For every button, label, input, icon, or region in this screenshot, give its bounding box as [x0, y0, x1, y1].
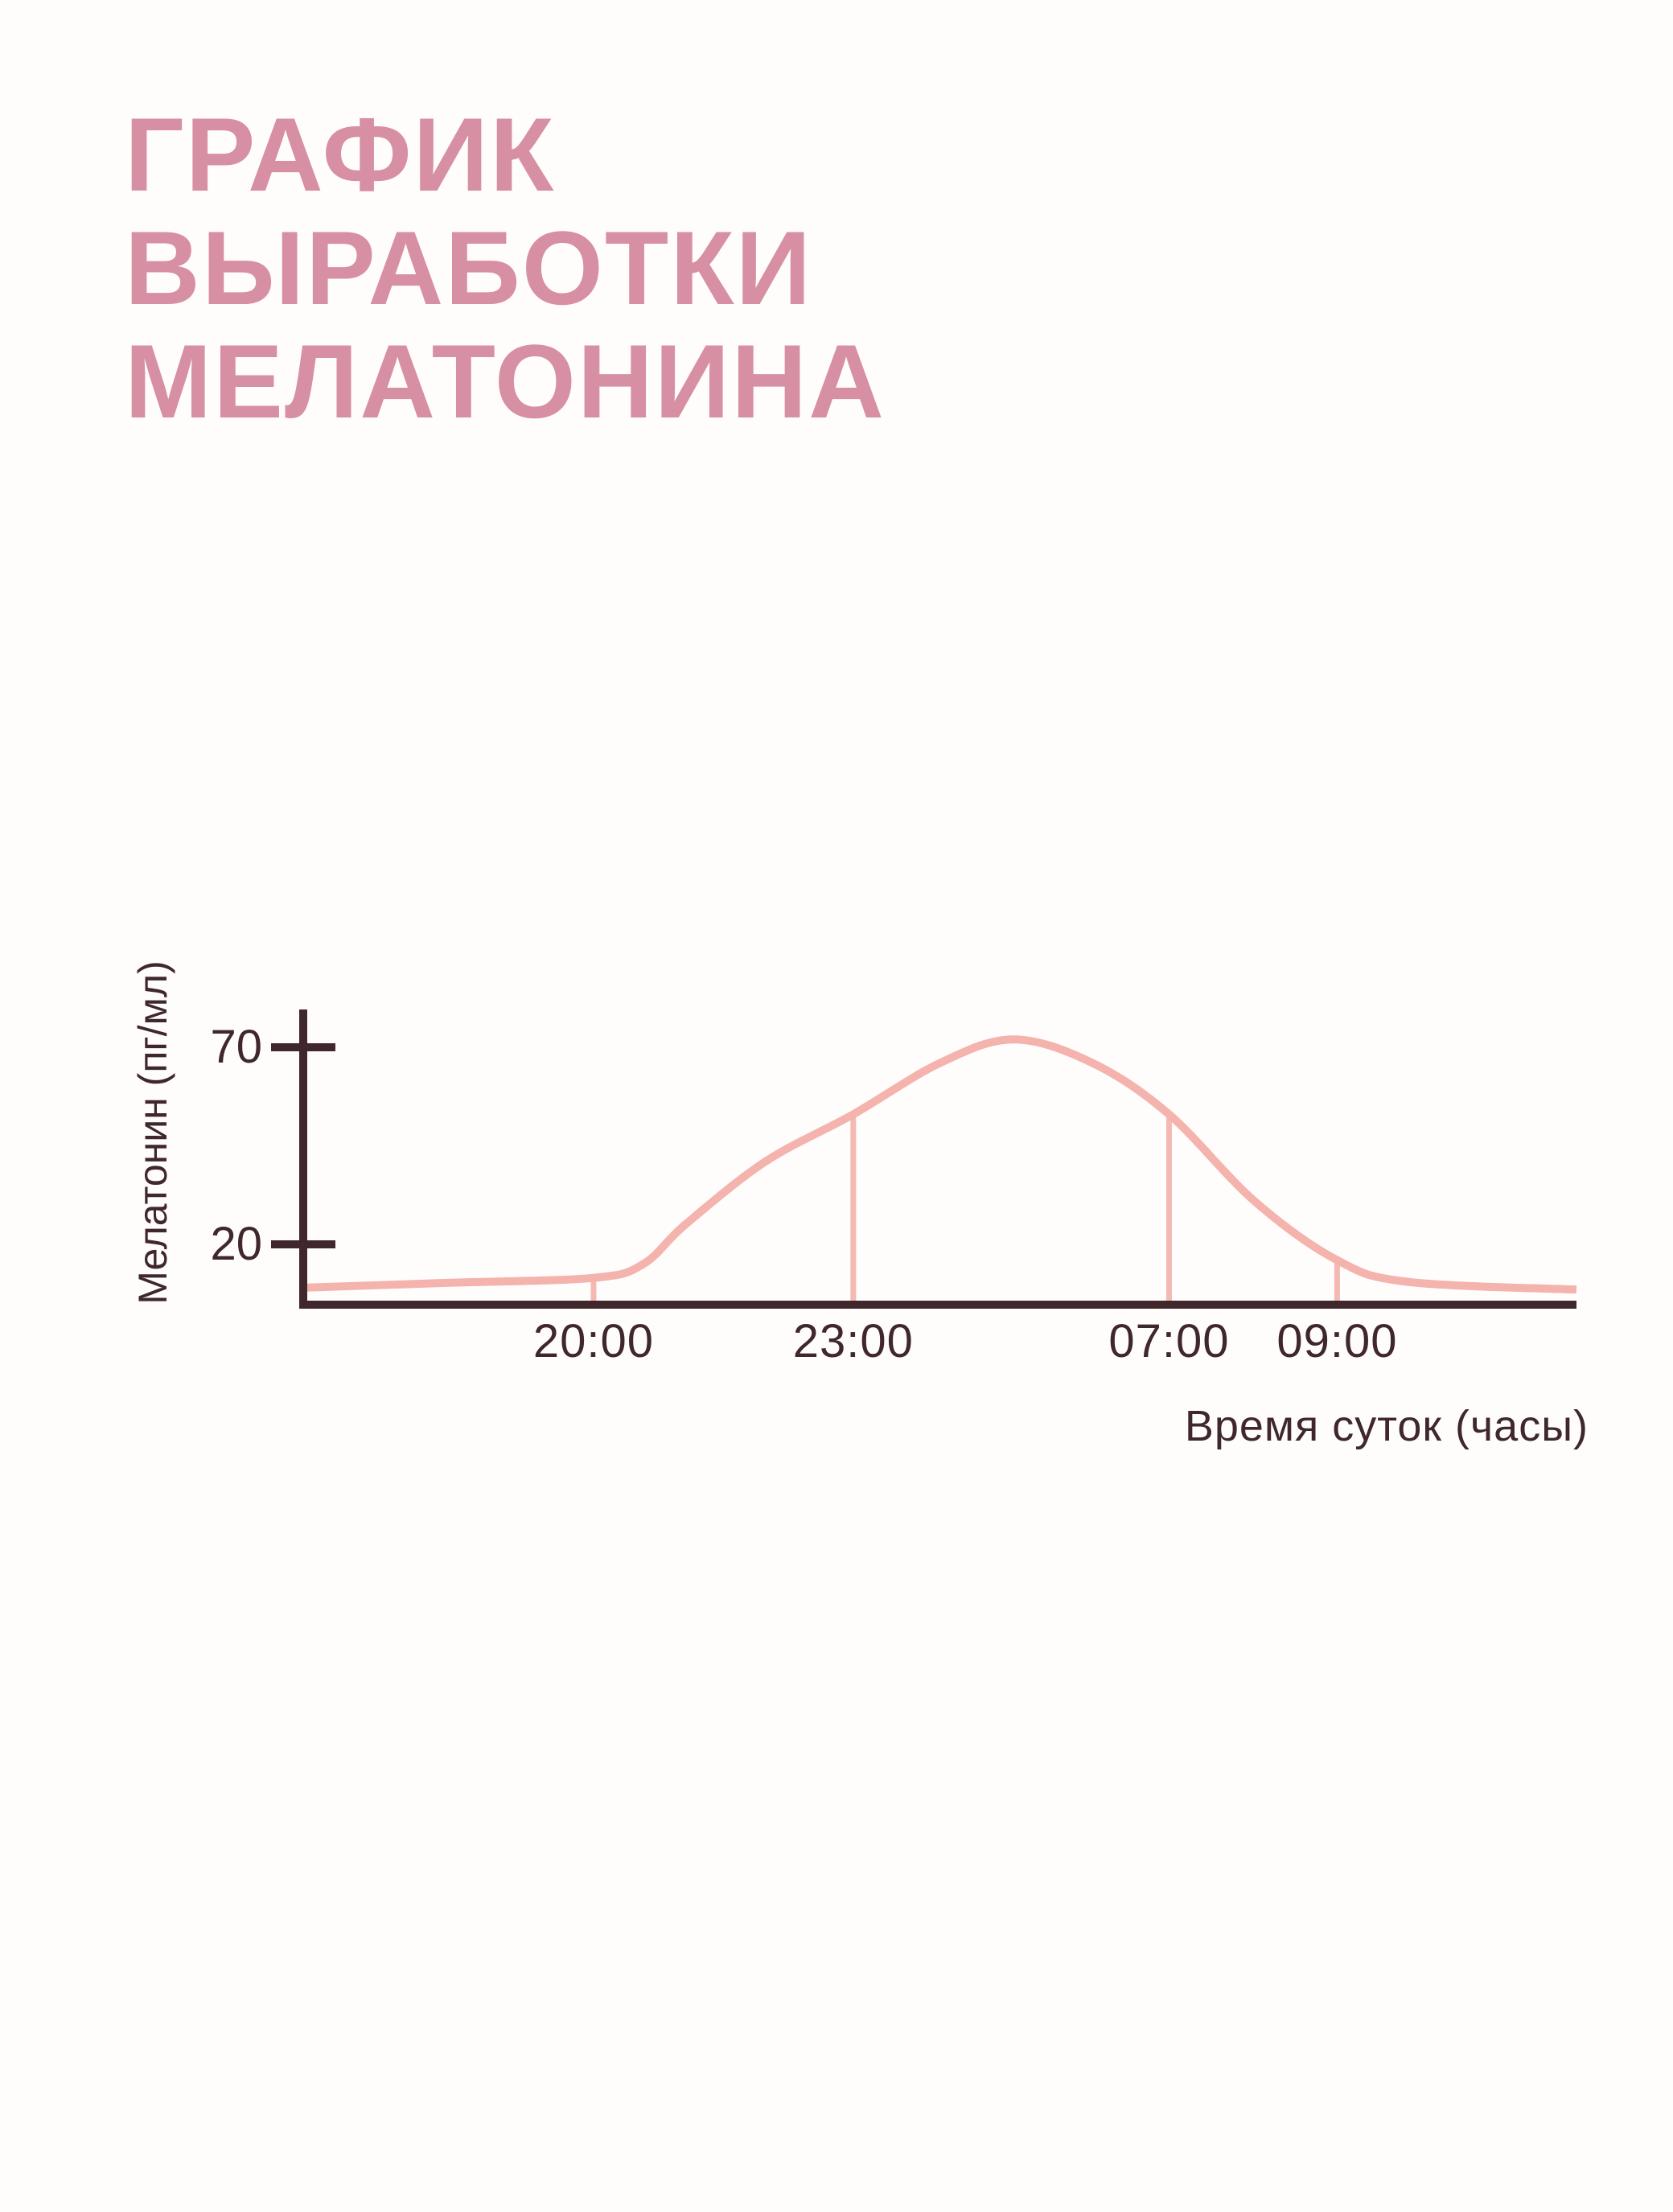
- y-axis-title: Мелатонин (пг/мл): [130, 960, 175, 1305]
- x-tick-label: 23:00: [792, 1315, 914, 1367]
- x-tick-label: 20:00: [532, 1315, 654, 1367]
- x-axis-title: Время суток (часы): [1184, 1402, 1589, 1450]
- y-tick-label: 20: [210, 1218, 262, 1270]
- melatonin-curve: [302, 1035, 1577, 1294]
- x-tick-label: 07:00: [1108, 1315, 1230, 1367]
- page-title: ГРАФИК ВЫРАБОТКИ МЕЛАТОНИНА: [125, 96, 886, 440]
- y-tick-label: 70: [210, 1021, 262, 1073]
- x-tick-label: 09:00: [1276, 1315, 1398, 1367]
